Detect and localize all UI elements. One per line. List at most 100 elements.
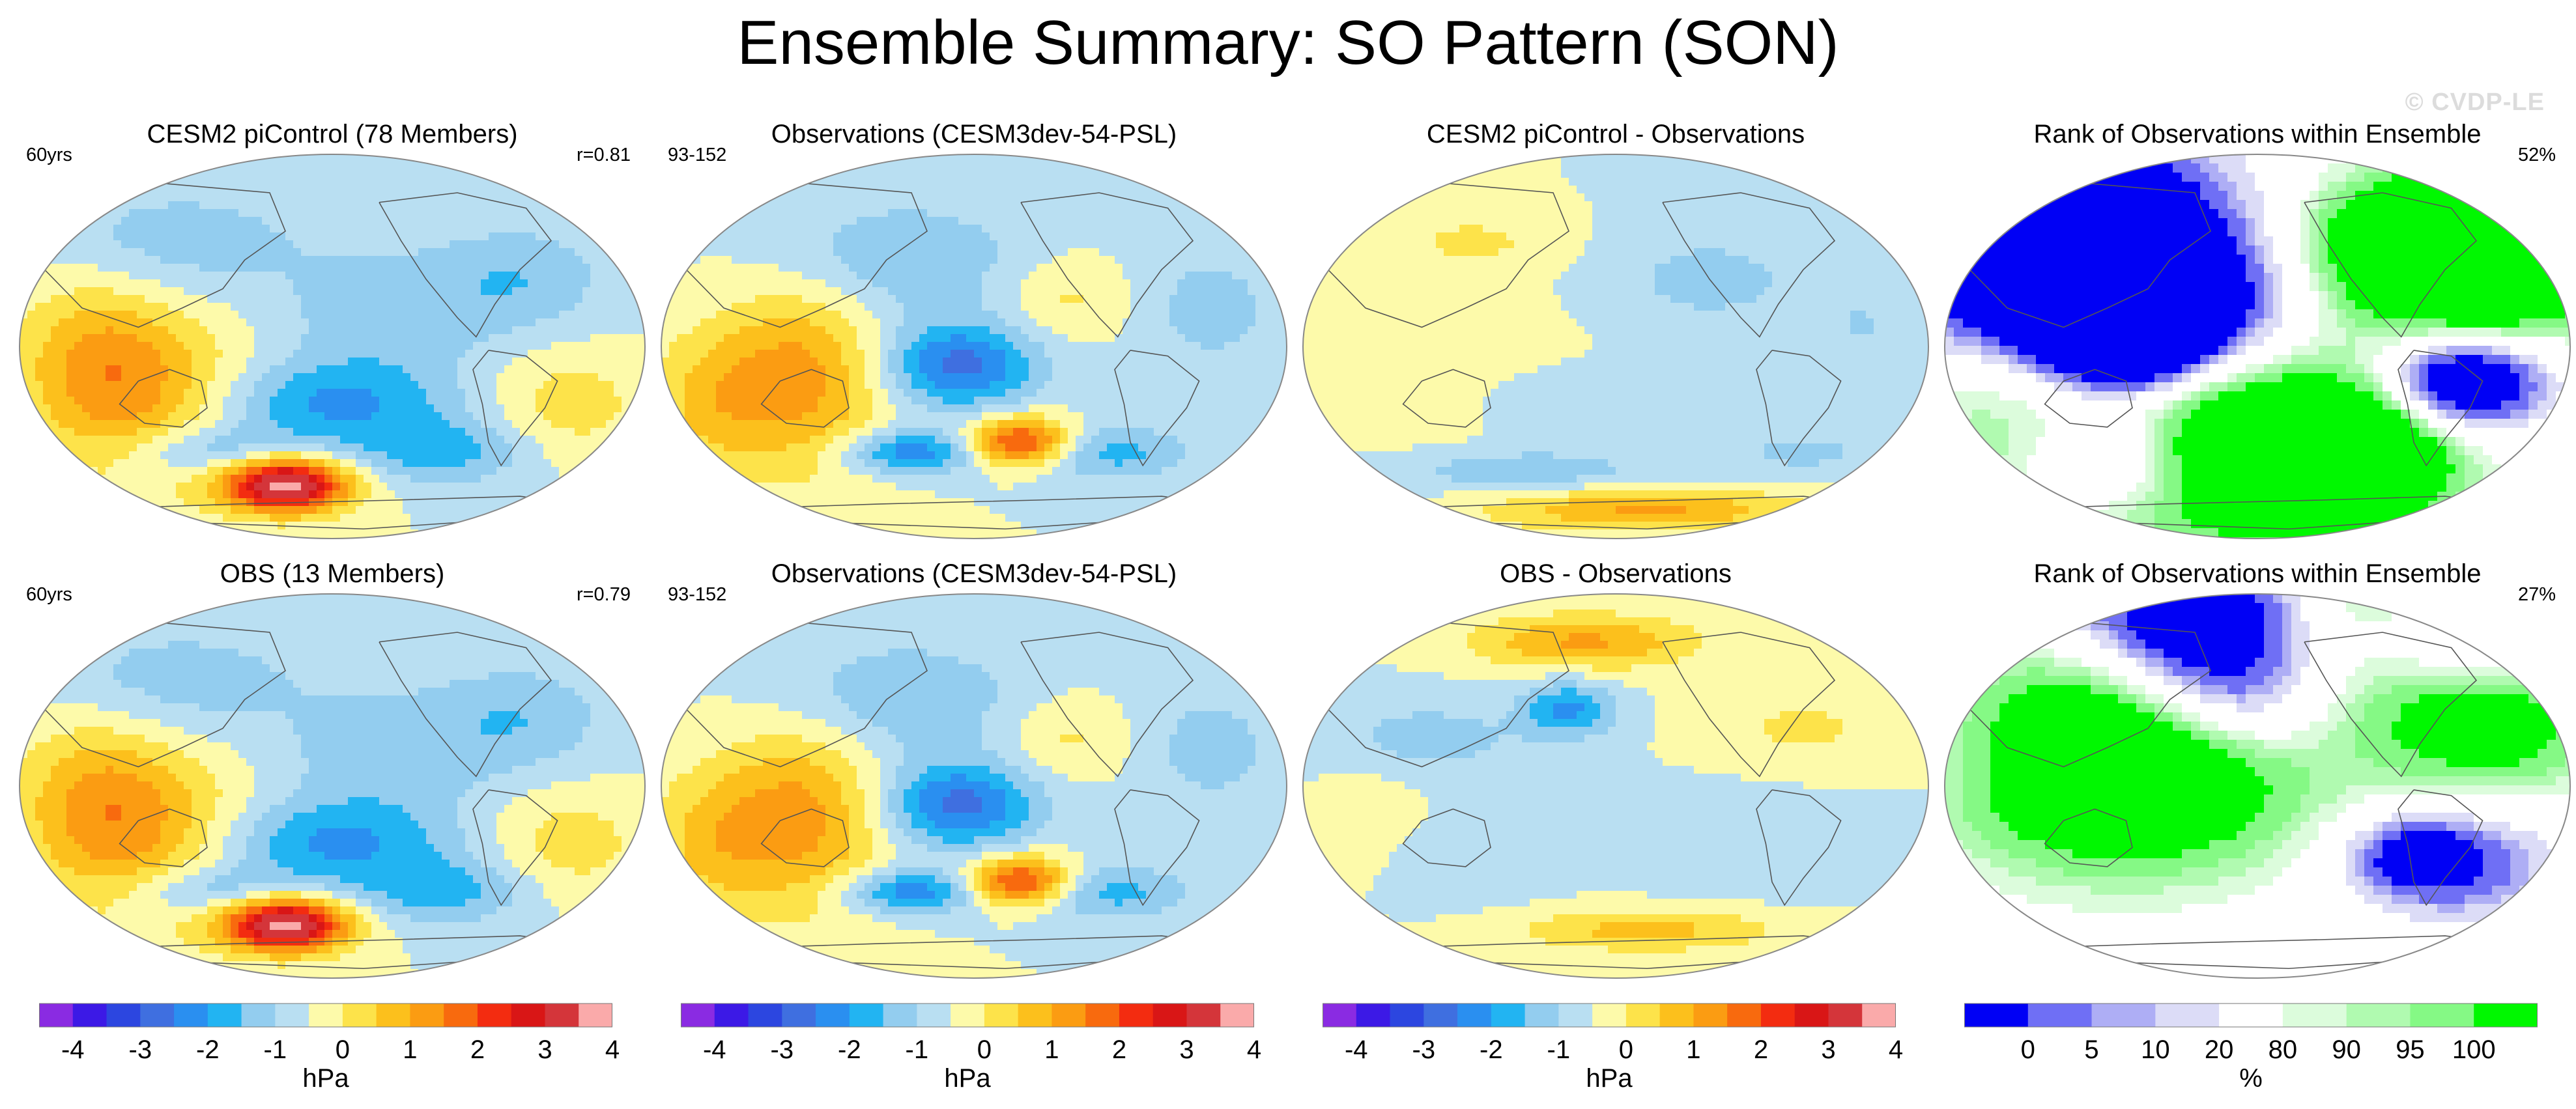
field-cell [379,483,388,491]
field-cell [958,193,967,202]
field-cell [935,248,943,257]
field-cell [904,326,912,335]
field-cell [293,475,302,483]
field-cell [246,381,255,389]
field-cell [434,350,442,358]
field-cell [145,311,153,319]
field-cell [113,256,122,264]
field-cell [810,201,818,210]
field-cell [904,170,912,178]
field-cell [1052,217,1061,225]
field-cell [457,279,466,288]
field-cell [1123,295,1131,303]
field-cell [888,272,896,280]
field-cell [121,217,130,225]
field-cell [285,279,294,288]
field-cell [904,201,912,210]
field-cell [403,326,411,335]
field-cell [1193,201,1201,210]
field-cell [410,420,419,428]
field-cell [1076,264,1084,272]
field-cell [880,178,889,186]
field-cell [59,318,67,327]
field-cell [152,193,161,202]
field-cell [896,295,904,303]
field-cell [426,217,435,225]
field-cell [160,225,169,233]
field-cell [418,397,427,405]
field-cell [520,201,528,210]
field-cell [637,334,645,343]
field-cell [1083,201,1092,210]
field-cell [324,201,333,210]
field-cell [113,248,122,257]
field-cell [356,490,364,499]
field-cell [700,303,709,311]
field-cell [1005,217,1014,225]
field-cell [1076,225,1084,233]
field-cell [379,264,388,272]
field-cell [106,248,114,257]
field-cell [254,318,263,327]
field-cell [904,193,912,202]
field-cell [418,498,427,507]
field-cell [473,404,481,413]
field-cell [348,428,356,436]
field-cell [1099,178,1108,186]
field-cell [356,154,364,163]
field-cell [348,475,356,483]
field-cell [732,326,740,335]
field-cell [724,256,732,264]
field-cell [332,154,341,163]
field-cell [192,420,200,428]
field-cell [528,373,536,382]
field-cell [106,467,114,475]
field-cell [434,389,442,397]
field-cell [51,436,59,444]
field-cell [82,256,91,264]
field-cell [192,201,200,210]
field-cell [145,295,153,303]
field-cell [935,225,943,233]
field-cell [943,201,951,210]
field-cell [356,318,364,327]
field-cell [106,240,114,249]
field-cell [520,279,528,288]
field-cell [168,232,177,241]
field-cell [231,373,239,382]
field-cell [332,404,341,413]
field-cell [457,232,466,241]
field-cell [356,225,364,233]
field-cell [262,412,270,421]
field-cell [857,232,865,241]
field-cell [387,264,395,272]
field-cell [457,490,466,499]
field-cell [857,279,865,288]
field-cell [238,209,247,218]
field-cell [1091,311,1100,319]
field-cell [575,334,583,343]
field-cell [551,350,560,358]
field-cell [238,443,247,452]
field-cell [278,404,286,413]
field-cell [137,490,145,499]
field-cell [1091,186,1100,194]
field-cell [771,248,779,257]
field-cell [168,272,177,280]
field-cell [935,256,943,264]
field-cell [410,381,419,389]
field-cell [371,436,380,444]
field-cell [473,295,481,303]
field-cell [481,381,489,389]
field-cell [192,397,200,405]
field-cell [418,311,427,319]
field-cell [356,498,364,507]
field-cell [106,303,114,311]
field-cell [66,365,75,374]
field-cell [364,287,372,296]
field-cell [278,154,286,163]
field-cell [285,303,294,311]
field-cell [528,443,536,452]
field-cell [403,342,411,350]
field-cell [598,272,607,280]
